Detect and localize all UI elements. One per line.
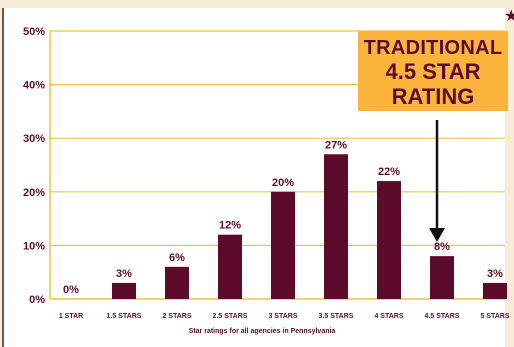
y-tick-label: 20%	[23, 187, 45, 199]
callout-box: TRADITIONAL 4.5 STAR RATING	[358, 31, 508, 111]
value-label: 22%	[378, 166, 400, 178]
value-label: 8%	[434, 241, 450, 253]
value-label: 3%	[487, 268, 503, 280]
value-labels: 0% 3% 6% 12% 20% 27% 22% 8% 3%	[63, 139, 503, 296]
callout-line-3: RATING	[391, 84, 475, 109]
bar	[218, 234, 242, 299]
y-tick-label: 40%	[23, 80, 45, 92]
callout-line-2: 4.5 STAR	[385, 59, 481, 84]
x-tick-label: 2 STARS	[162, 313, 191, 320]
bar	[165, 266, 189, 299]
x-tick-label: 2.5 STARS	[213, 313, 248, 320]
bar	[377, 181, 401, 299]
x-tick-label: 5 STARS	[480, 313, 509, 320]
bar	[430, 256, 454, 299]
bar	[112, 282, 136, 299]
x-axis: 1 STAR 1.5 STARS 2 STARS 2.5 STARS 3 STARS 3.…	[59, 313, 510, 320]
callout-line-1: TRADITIONAL	[363, 37, 503, 59]
x-tick-label: 4 STARS	[374, 313, 403, 320]
x-tick-label: 1.5 STARS	[107, 313, 142, 320]
x-tick-label: 4.5 STARS	[425, 313, 460, 320]
y-tick-label: 50%	[23, 26, 45, 38]
x-tick-label: 1 STAR	[59, 313, 83, 320]
bars	[112, 154, 507, 299]
y-tick-label: 0%	[29, 294, 45, 306]
arrow-head	[429, 228, 445, 242]
y-tick-label: 10%	[23, 240, 45, 252]
value-label: 6%	[169, 252, 185, 264]
value-label: 20%	[272, 177, 294, 189]
value-label: 0%	[63, 284, 79, 296]
x-axis-title: Star ratings for all agencies in Pennsyl…	[189, 328, 336, 335]
bar	[324, 154, 348, 299]
bar	[483, 282, 507, 299]
x-tick-label: 3.5 STARS	[319, 313, 354, 320]
x-tick-label: 3 STARS	[268, 313, 297, 320]
star-icon: ★	[504, 8, 514, 25]
bar	[271, 191, 295, 299]
value-label: 12%	[219, 220, 241, 232]
value-label: 3%	[116, 268, 132, 280]
y-tick-label: 30%	[23, 133, 45, 145]
y-axis: 0% 10% 20% 30% 40% 50%	[23, 26, 45, 306]
value-label: 27%	[325, 139, 347, 151]
